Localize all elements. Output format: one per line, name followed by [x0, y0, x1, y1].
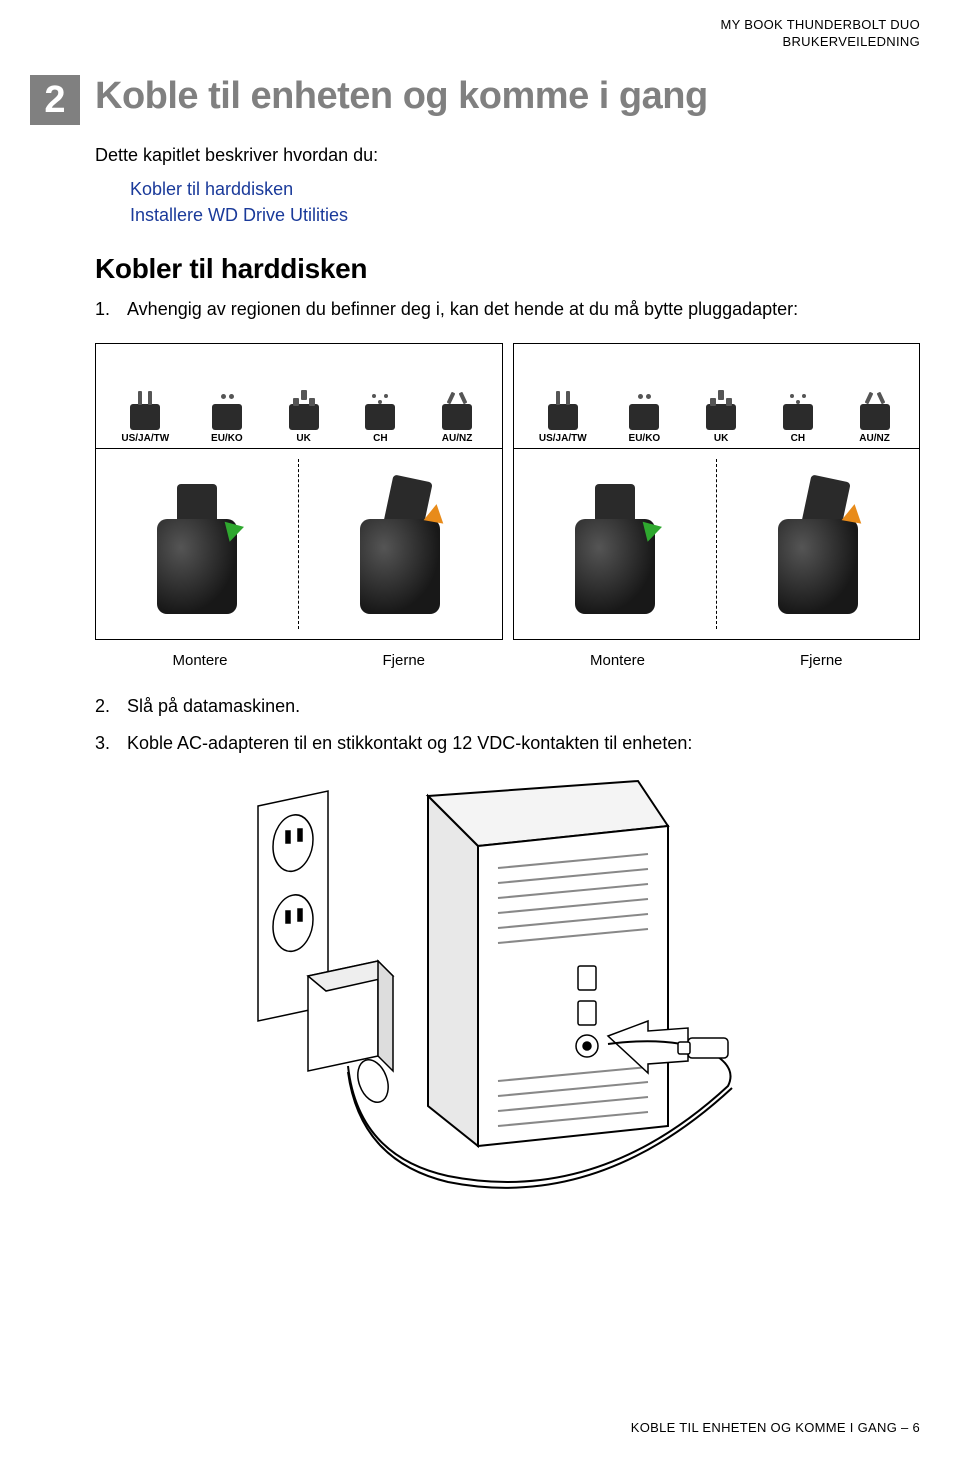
chapter-title: Koble til enheten og komme i gang — [95, 75, 920, 118]
plug-icon-us — [544, 388, 582, 430]
step-1: 1. Avhengig av regionen du befinner deg … — [95, 297, 920, 322]
adapter-caption-row: Montere Fjerne Montere Fjerne — [95, 652, 920, 669]
plug-icon-eu — [625, 388, 663, 430]
caption-remove: Fjerne — [800, 652, 843, 669]
caption-box-right: Montere Fjerne — [513, 652, 921, 669]
chapter-intro: Dette kapitlet beskriver hvordan du: — [95, 143, 920, 168]
plug-icon-uk — [702, 388, 740, 430]
step-3-number: 3. — [95, 731, 117, 756]
plug-col: CH — [361, 388, 399, 444]
chapter-number: 2 — [44, 79, 65, 122]
adapter-panel-left: US/JA/TW EU/KO UK CH AU/NZ — [95, 343, 503, 640]
plug-col: US/JA/TW — [121, 388, 169, 444]
plug-col: US/JA/TW — [539, 388, 587, 444]
plug-label: EU/KO — [211, 433, 243, 444]
chapter-number-badge: 2 — [30, 75, 80, 125]
plug-label: CH — [373, 433, 387, 444]
step-2-text: Slå på datamaskinen. — [127, 694, 300, 719]
caption-box-left: Montere Fjerne — [95, 652, 503, 669]
plug-label: UK — [714, 433, 728, 444]
plug-label: US/JA/TW — [121, 433, 169, 444]
adapter-remove-image — [299, 449, 501, 639]
plug-icon-uk — [285, 388, 323, 430]
plug-col: UK — [285, 388, 323, 444]
step-1-text: Avhengig av regionen du befinner deg i, … — [127, 297, 798, 322]
plug-icon-au — [438, 388, 476, 430]
adapter-bottom-left — [96, 449, 502, 639]
device-connection-figure — [95, 776, 920, 1216]
adapter-top-row-left: US/JA/TW EU/KO UK CH AU/NZ — [96, 344, 502, 449]
adapter-install-image — [96, 449, 298, 639]
chapter-link-2[interactable]: Installere WD Drive Utilities — [130, 202, 920, 228]
chapter-links: Kobler til harddisken Installere WD Driv… — [130, 176, 920, 228]
plug-label: EU/KO — [629, 433, 661, 444]
plug-icon-us — [126, 388, 164, 430]
plug-col: EU/KO — [208, 388, 246, 444]
step-2-number: 2. — [95, 694, 117, 719]
plug-label: US/JA/TW — [539, 433, 587, 444]
adapter-remove-icon — [340, 474, 460, 614]
adapter-remove-image — [717, 449, 919, 639]
caption-remove: Fjerne — [382, 652, 425, 669]
page-content: Koble til enheten og komme i gang Dette … — [95, 75, 920, 1216]
plug-col: CH — [779, 388, 817, 444]
plug-col: UK — [702, 388, 740, 444]
adapter-remove-icon — [758, 474, 878, 614]
plug-icon-ch — [361, 388, 399, 430]
header-line-2: BRUKERVEILEDNING — [720, 34, 920, 51]
adapter-top-row-right: US/JA/TW EU/KO UK CH AU/NZ — [514, 344, 920, 449]
plug-label: CH — [791, 433, 805, 444]
device-connection-icon — [248, 776, 768, 1216]
step-3-text: Koble AC-adapteren til en stikkontakt og… — [127, 731, 692, 756]
plug-col: AU/NZ — [856, 388, 894, 444]
adapter-bottom-right — [514, 449, 920, 639]
step-2: 2. Slå på datamaskinen. — [95, 694, 920, 719]
plug-col: AU/NZ — [438, 388, 476, 444]
section-heading: Kobler til harddisken — [95, 253, 920, 285]
adapter-install-icon — [555, 474, 675, 614]
plug-icon-ch — [779, 388, 817, 430]
plug-icon-au — [856, 388, 894, 430]
plug-label: UK — [296, 433, 310, 444]
plug-col: EU/KO — [625, 388, 663, 444]
plug-label: AU/NZ — [859, 433, 890, 444]
step-3: 3. Koble AC-adapteren til en stikkontakt… — [95, 731, 920, 756]
plug-icon-eu — [208, 388, 246, 430]
adapter-install-image — [514, 449, 716, 639]
step-1-number: 1. — [95, 297, 117, 322]
caption-install: Montere — [172, 652, 227, 669]
page-footer: KOBLE TIL ENHETEN OG KOMME I GANG – 6 — [631, 1420, 920, 1435]
running-header: MY BOOK THUNDERBOLT DUO BRUKERVEILEDNING — [720, 17, 920, 51]
header-line-1: MY BOOK THUNDERBOLT DUO — [720, 17, 920, 34]
adapter-figure-row: US/JA/TW EU/KO UK CH AU/NZ — [95, 343, 920, 640]
adapter-panel-right: US/JA/TW EU/KO UK CH AU/NZ — [513, 343, 921, 640]
plug-label: AU/NZ — [442, 433, 473, 444]
caption-install: Montere — [590, 652, 645, 669]
chapter-link-1[interactable]: Kobler til harddisken — [130, 176, 920, 202]
adapter-install-icon — [137, 474, 257, 614]
